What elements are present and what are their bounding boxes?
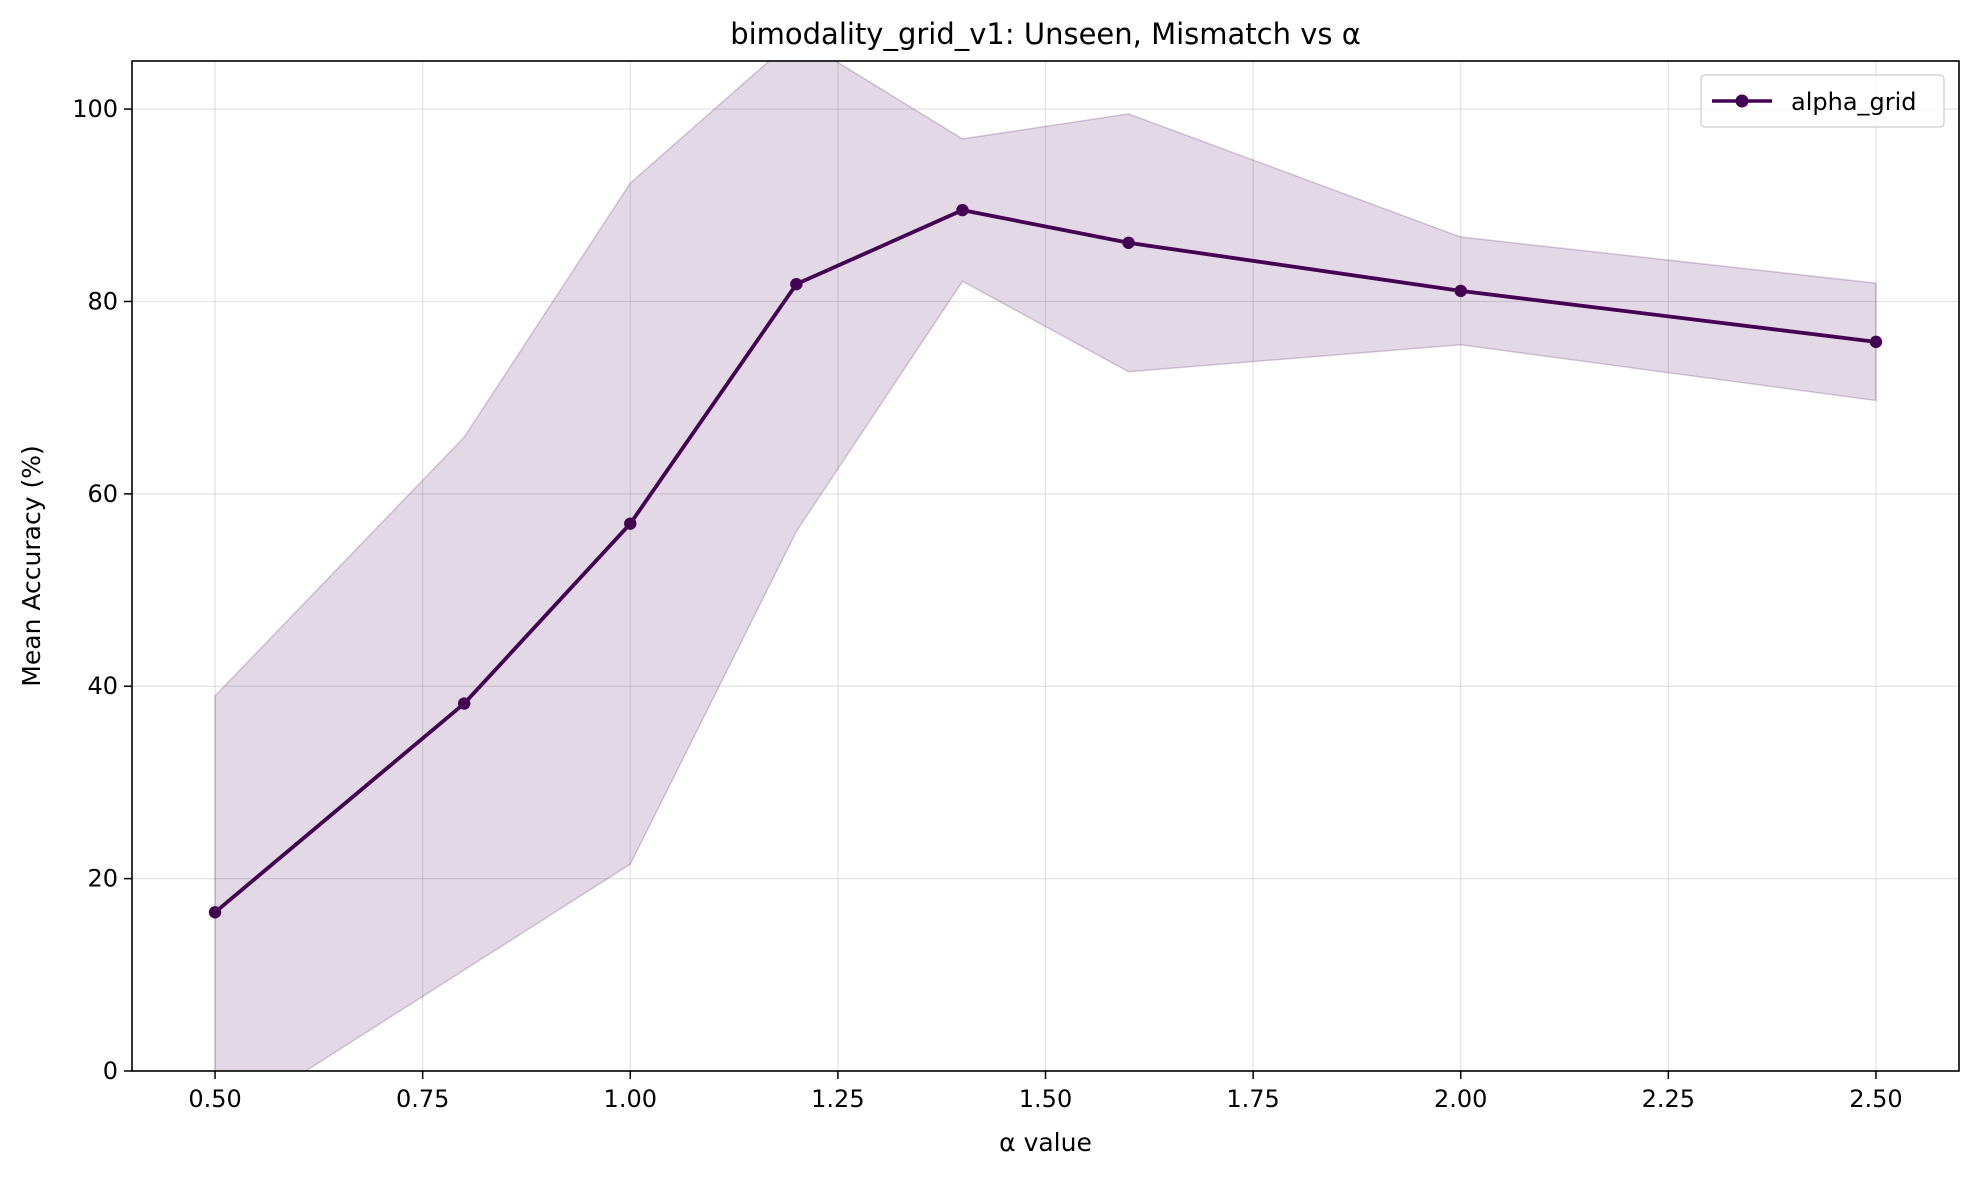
data-point xyxy=(956,203,969,217)
x-tick-label: 2.50 xyxy=(1849,1085,1902,1113)
data-point xyxy=(457,697,471,710)
legend-label: alpha_grid xyxy=(1791,88,1917,116)
y-tick-label: 80 xyxy=(87,287,118,315)
y-tick-label: 0 xyxy=(103,1057,118,1085)
y-tick-label: 60 xyxy=(87,480,118,508)
x-tick-label: 1.50 xyxy=(1019,1085,1072,1113)
y-tick-label: 20 xyxy=(87,865,118,893)
data-point xyxy=(624,517,637,530)
data-point xyxy=(208,906,222,919)
x-tick-label: 2.25 xyxy=(1642,1085,1695,1113)
x-tick-label: 0.75 xyxy=(396,1085,449,1113)
series-line-alpha-grid xyxy=(213,208,1878,915)
x-tick-label: 2.00 xyxy=(1434,1085,1487,1113)
y-tick-label: 100 xyxy=(72,95,118,123)
legend-box xyxy=(1700,74,1945,128)
x-tick-label: 1.00 xyxy=(604,1085,657,1113)
y-axis-label: Mean Accuracy (%) xyxy=(17,445,46,686)
data-point xyxy=(1122,236,1135,249)
x-axis-ticks: 0.50 0.75 1.00 1.25 1.50 1.75 2.00 2.25 2.50 xyxy=(188,1071,1903,1113)
x-axis-label: α value xyxy=(999,1128,1092,1157)
data-point-layer xyxy=(208,203,1883,919)
chart-title: bimodality_grid_v1: Unseen, Mismatch vs … xyxy=(730,17,1361,51)
y-axis-ticks: 0 20 40 60 80 100 xyxy=(72,95,132,1085)
x-tick-label: 1.75 xyxy=(1226,1085,1279,1113)
x-tick-label: 1.25 xyxy=(811,1085,864,1113)
data-point xyxy=(790,277,803,291)
legend: alpha_grid xyxy=(1700,74,1945,128)
data-point xyxy=(1454,284,1467,298)
y-tick-label: 40 xyxy=(87,672,118,700)
confidence-band xyxy=(214,61,1877,1071)
x-tick-label: 0.50 xyxy=(188,1085,241,1113)
confidence-band-layer xyxy=(214,61,1877,1071)
legend-marker-swatch xyxy=(1735,94,1749,108)
series-line-layer xyxy=(213,208,1878,915)
data-point xyxy=(1869,335,1883,349)
